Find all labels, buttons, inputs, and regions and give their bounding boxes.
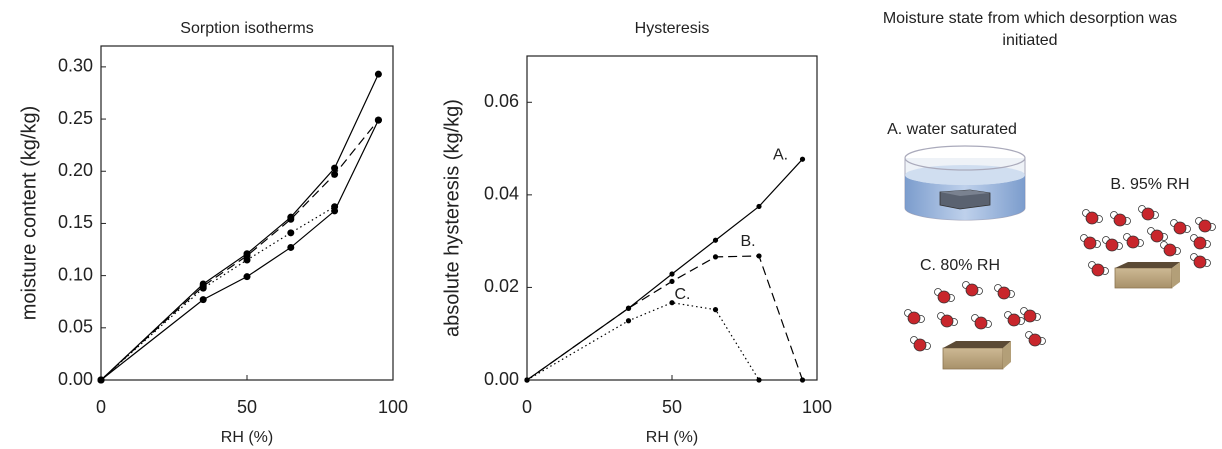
illustration-label: C. 80% RH — [920, 257, 1000, 274]
data-point — [799, 377, 806, 383]
water-o — [937, 290, 951, 304]
data-point — [287, 243, 295, 251]
water-o — [1007, 313, 1021, 327]
data-point — [669, 271, 675, 277]
x-tick-label: 0 — [522, 397, 532, 417]
data-point — [712, 307, 719, 313]
material-block — [1114, 262, 1180, 289]
y-axis-label: absolute hysteresis (kg/kg) — [441, 99, 463, 337]
series-line — [100, 206, 335, 381]
chart-title: Sorption isotherms — [180, 20, 313, 37]
water-o — [1028, 333, 1042, 347]
data-point — [199, 284, 207, 292]
data-point — [331, 170, 339, 178]
data-point — [625, 305, 632, 311]
y-tick-label: 0.04 — [484, 184, 519, 204]
y-tick-label: 0.05 — [58, 317, 93, 337]
x-tick-label: 100 — [802, 397, 832, 417]
series-line — [100, 119, 379, 381]
data-point — [712, 254, 719, 260]
illustration-title: Moisture state from which desorption was… — [882, 10, 1178, 49]
series-line — [100, 119, 379, 381]
data-point — [243, 273, 251, 281]
y-tick-label: 0.00 — [58, 369, 93, 389]
x-tick-label: 100 — [378, 397, 408, 417]
data-point — [287, 229, 295, 237]
y-tick-label: 0.15 — [58, 212, 93, 232]
series-line — [100, 73, 379, 381]
y-tick-label: 0.30 — [58, 56, 93, 76]
water-o — [997, 286, 1011, 300]
data-point — [331, 207, 339, 215]
water-o — [1113, 213, 1127, 227]
y-axis-label: moisture content (kg/kg) — [18, 106, 40, 321]
series-line — [526, 255, 804, 381]
data-point — [243, 256, 251, 264]
series-annotation: C. — [675, 286, 691, 303]
y-tick-label: 0.25 — [58, 108, 93, 128]
water-o — [1023, 309, 1037, 323]
x-axis-label: RH (%) — [221, 429, 273, 446]
illustration-label: B. 95% RH — [1110, 176, 1189, 193]
water-o — [1105, 238, 1119, 252]
series-annotation: B. — [740, 233, 755, 250]
data-point — [97, 376, 105, 384]
data-point — [669, 278, 675, 285]
x-axis-label: RH (%) — [646, 429, 698, 446]
water-o — [1198, 219, 1212, 233]
plot-frame — [526, 55, 818, 381]
y-tick-label: 0.20 — [58, 160, 93, 180]
x-tick-label: 50 — [662, 397, 682, 417]
water-molecules — [904, 205, 1216, 352]
water-o — [1083, 236, 1097, 250]
water-o — [940, 314, 954, 328]
series-line — [526, 302, 760, 381]
x-tick-label: 50 — [237, 397, 257, 417]
x-tick-label: 0 — [96, 397, 106, 417]
data-point — [712, 237, 719, 243]
series-annotation: A. — [773, 146, 788, 163]
water-o — [965, 283, 979, 297]
data-point — [287, 215, 295, 223]
data-point — [756, 253, 762, 259]
plot-frame — [100, 45, 394, 381]
water-o — [913, 338, 927, 352]
water-o — [1163, 243, 1177, 257]
data-point — [756, 377, 762, 383]
data-point — [374, 70, 382, 78]
water-o — [1193, 255, 1207, 269]
data-point — [374, 116, 382, 124]
water-o — [1126, 235, 1140, 249]
water-o — [1193, 236, 1207, 250]
illustration-label: A. water saturated — [887, 121, 1017, 138]
data-point — [199, 296, 207, 304]
water-o — [1091, 263, 1105, 277]
y-tick-label: 0.10 — [58, 264, 93, 284]
data-point — [799, 156, 806, 162]
data-point — [625, 318, 632, 324]
water-o — [1085, 211, 1099, 225]
series-line — [526, 158, 803, 381]
water-o — [974, 316, 988, 330]
data-point — [331, 164, 339, 172]
water-o — [907, 311, 921, 325]
y-tick-label: 0.06 — [484, 91, 519, 111]
y-tick-label: 0.02 — [484, 276, 519, 296]
material-block — [942, 341, 1011, 370]
y-tick-label: 0.00 — [484, 369, 519, 389]
data-point — [756, 203, 762, 210]
water-o — [1141, 207, 1155, 221]
data-point — [669, 300, 675, 306]
water-o — [1173, 221, 1187, 235]
water-container — [904, 145, 1026, 221]
water-o — [1150, 229, 1164, 243]
data-point — [524, 377, 530, 383]
chart-title: Hysteresis — [635, 20, 710, 37]
